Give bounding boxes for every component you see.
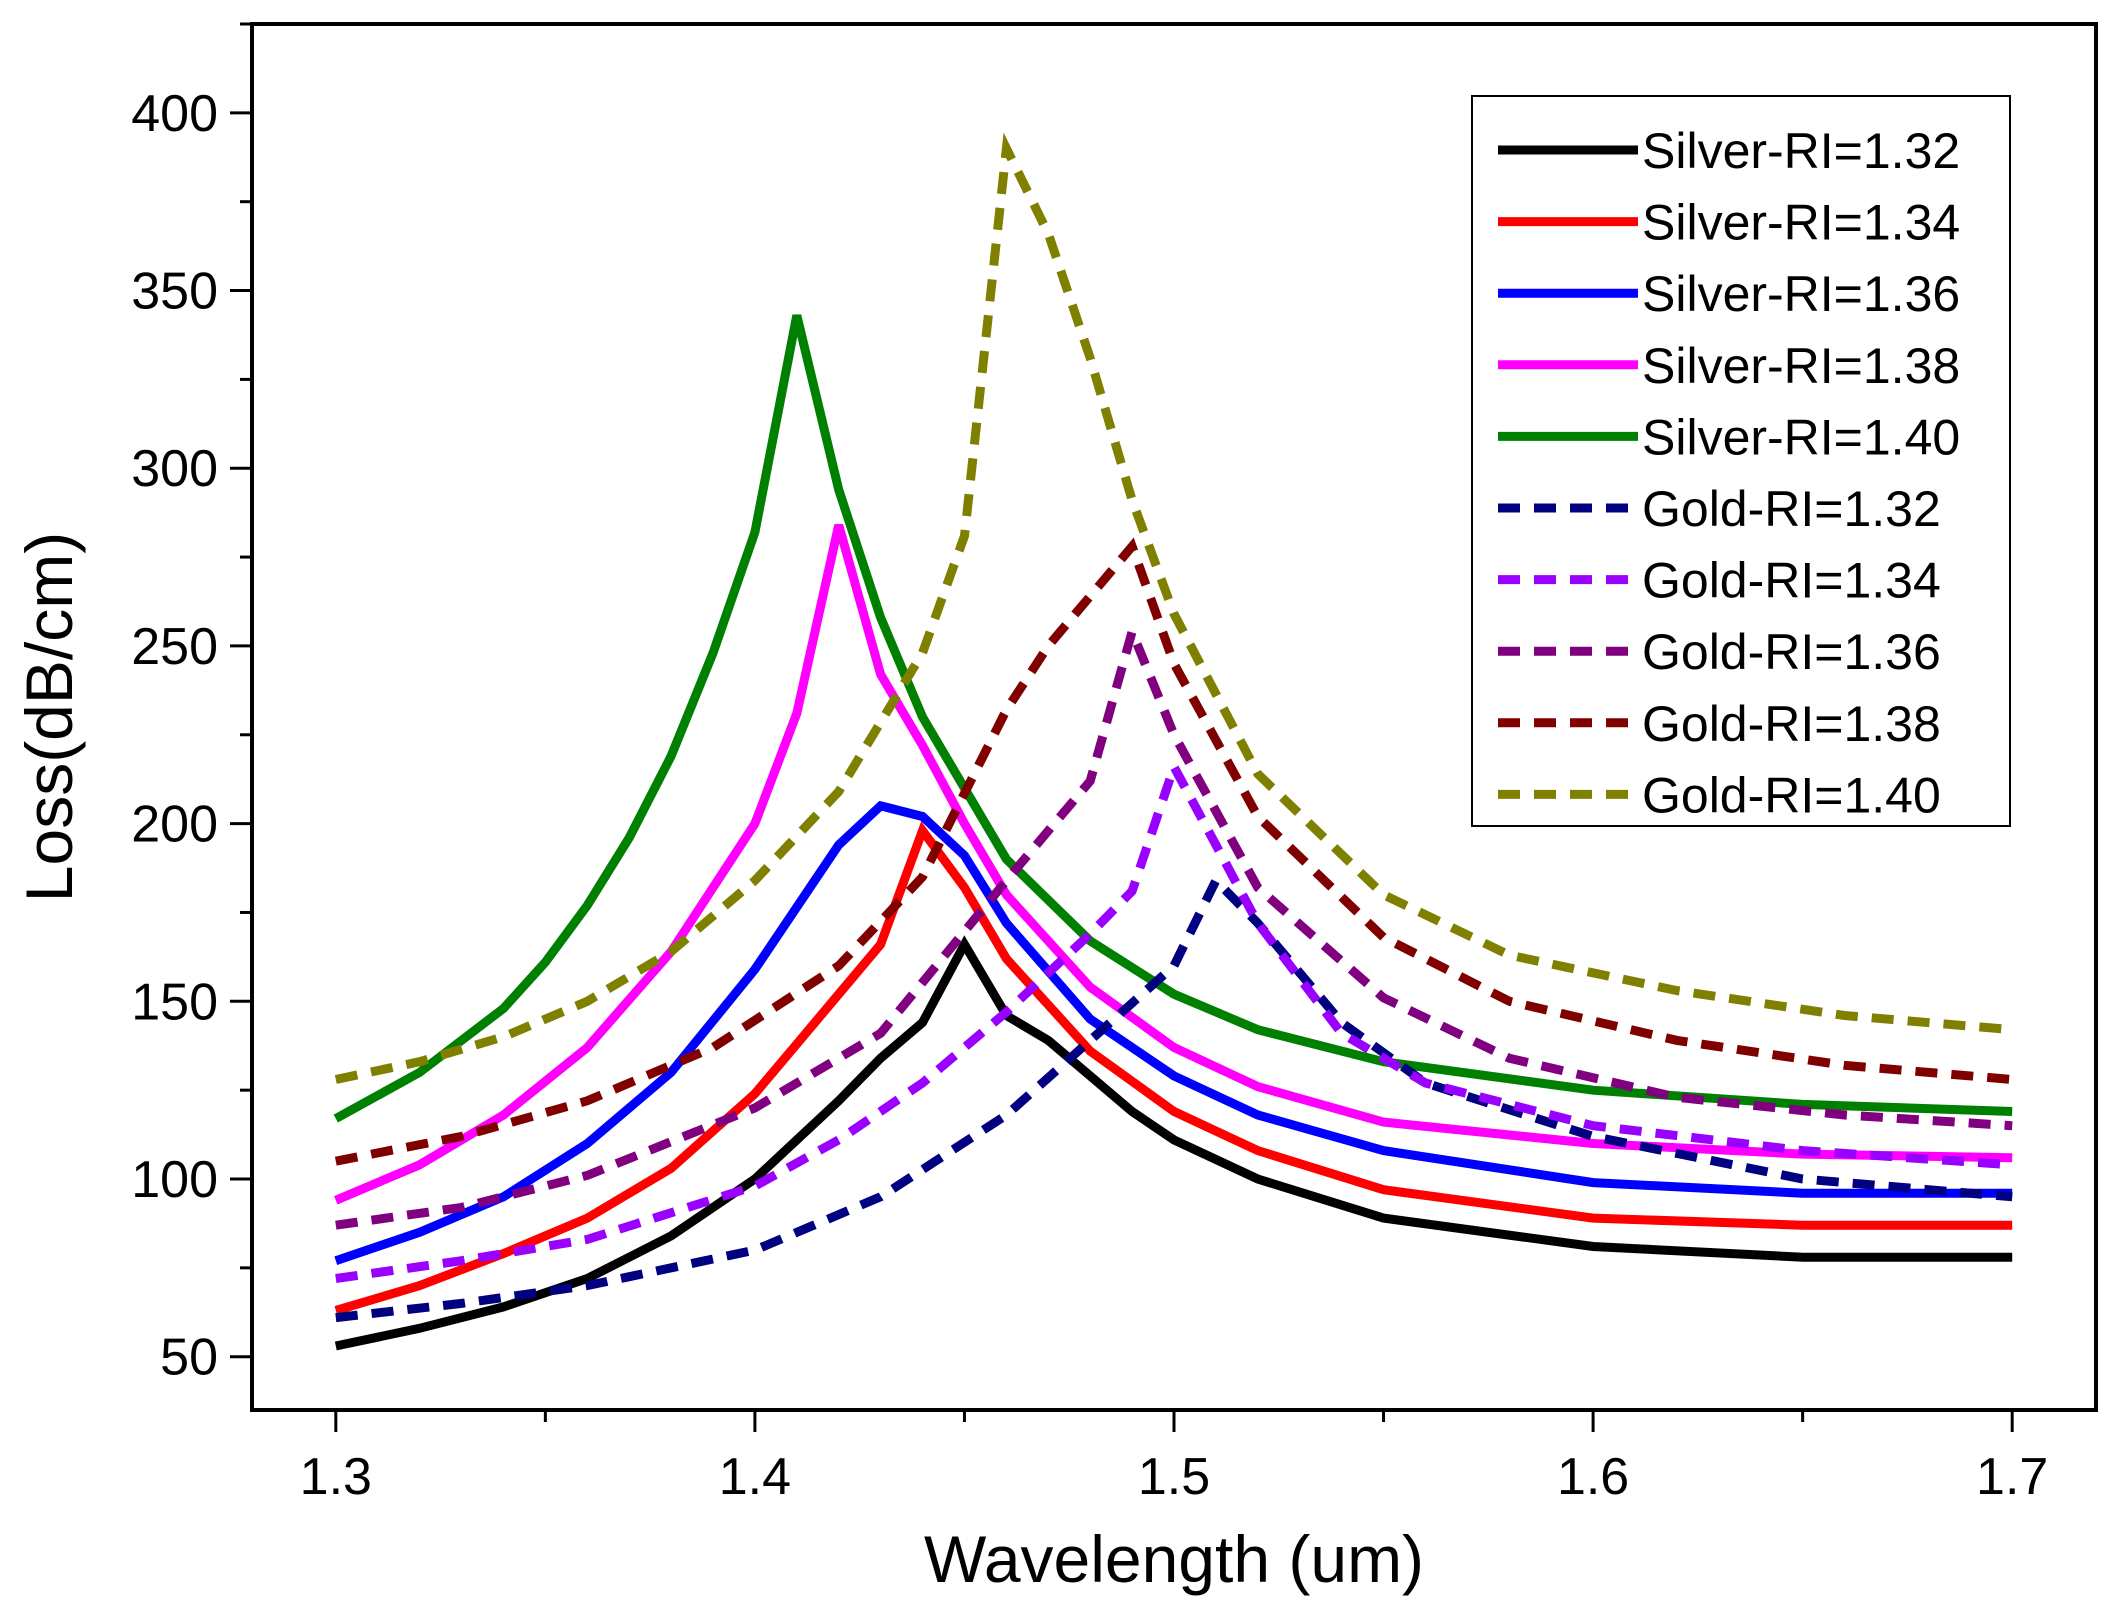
series-line-gold-ri-1-40	[334, 132, 2013, 1084]
legend-label: Gold-RI=1.32	[1642, 481, 1941, 537]
plot-series	[333, 132, 2013, 1351]
series-line-gold-ri-1-32	[335, 872, 2013, 1323]
x-axis-ticks: 1.3 1.4 1.5 1.6 1.7	[300, 1410, 2048, 1506]
x-tick-label: 1.6	[1557, 1448, 1629, 1506]
y-tick-label: 150	[131, 973, 218, 1031]
series-line-gold-ri-1-36	[335, 617, 2013, 1230]
series-line-silver-ri-1-38	[334, 523, 2013, 1205]
legend-label: Silver-RI=1.38	[1642, 338, 1960, 394]
x-tick-label: 1.4	[719, 1448, 791, 1506]
x-tick-label: 1.3	[300, 1448, 372, 1506]
y-tick-label: 50	[160, 1329, 218, 1387]
x-tick-label: 1.5	[1138, 1448, 1210, 1506]
y-tick-label: 100	[131, 1151, 218, 1209]
y-axis-ticks: 50 100 150 200 250 300 350 400	[131, 22, 252, 1387]
legend-label: Gold-RI=1.34	[1642, 553, 1941, 609]
legend-label: Gold-RI=1.40	[1642, 767, 1941, 823]
legend-label: Gold-RI=1.38	[1642, 696, 1941, 752]
series-line-silver-ri-1-40	[333, 314, 2013, 1123]
y-tick-label: 300	[131, 440, 218, 498]
y-axis-title: Loss(dB/cm)	[12, 532, 86, 902]
y-tick-label: 250	[131, 618, 218, 676]
series-line-gold-ri-1-38	[334, 537, 2013, 1166]
x-axis-title: Wavelength (um)	[924, 1522, 1424, 1596]
y-tick-label: 350	[131, 263, 218, 321]
series-line-silver-ri-1-34	[334, 821, 2013, 1315]
legend: Silver-RI=1.32 Silver-RI=1.34 Silver-RI=1.…	[1471, 95, 2011, 827]
legend-label: Silver-RI=1.36	[1642, 266, 1960, 322]
series-line-silver-ri-1-32	[334, 935, 2013, 1351]
y-tick-label: 200	[131, 796, 218, 854]
legend-label: Silver-RI=1.40	[1642, 409, 1960, 465]
legend-label: Silver-RI=1.32	[1642, 123, 1960, 179]
y-tick-label: 400	[131, 85, 218, 143]
legend-label: Silver-RI=1.34	[1642, 195, 1960, 251]
x-tick-label: 1.7	[1976, 1448, 2048, 1506]
legend-label: Gold-RI=1.36	[1642, 624, 1941, 680]
series-line-silver-ri-1-36	[334, 800, 2013, 1265]
series-line-gold-ri-1-34	[335, 755, 2013, 1283]
